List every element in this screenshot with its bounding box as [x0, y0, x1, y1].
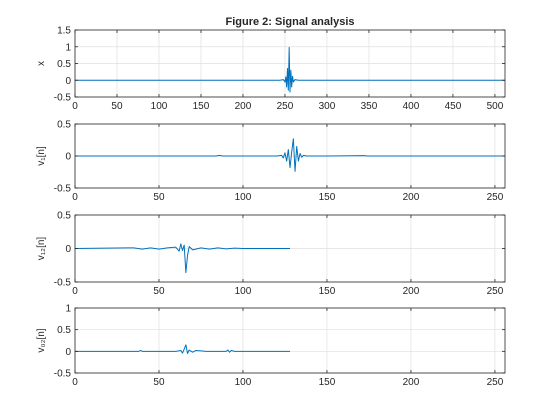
y-tick-label: -0.5	[54, 93, 72, 104]
y-tick-label: 0.5	[57, 120, 71, 131]
x-tick-label: 500	[487, 101, 504, 112]
x-tick-label: 100	[235, 377, 252, 388]
y-tick-label: 0.5	[57, 59, 71, 70]
x-tick-label: 150	[319, 192, 336, 203]
series-line	[75, 344, 290, 354]
x-tick-label: 100	[235, 192, 252, 203]
x-tick-label: 250	[487, 377, 504, 388]
y-axis-label: v₁₂[n]	[36, 237, 47, 261]
series-line	[74, 243, 290, 274]
x-tick-label: 250	[487, 192, 504, 203]
x-tick-label: 150	[193, 101, 210, 112]
y-tick-label: -0.5	[54, 369, 72, 380]
figure-title: Figure 2: Signal analysis	[226, 16, 355, 28]
x-tick-label: 300	[319, 101, 336, 112]
y-tick-label: 1.5	[57, 26, 71, 37]
x-tick-label: 450	[445, 101, 462, 112]
x-tick-label: 0	[72, 101, 78, 112]
y-tick-label: 0.5	[57, 211, 71, 222]
y-tick-label: 0.5	[57, 325, 71, 336]
x-tick-label: 200	[235, 101, 252, 112]
x-tick-label: 250	[277, 101, 294, 112]
plot-area	[75, 308, 505, 373]
y-tick-label: 0	[65, 76, 71, 87]
x-tick-label: 200	[403, 286, 420, 297]
y-tick-label: -0.5	[54, 184, 72, 195]
y-axis-label: v₁[n]	[36, 146, 47, 166]
x-tick-label: 150	[319, 286, 336, 297]
subplot-1: 0 50 100 150 200 250 300 350 400 450 500-0.500.511…	[36, 26, 506, 112]
y-tick-label: 0	[65, 347, 71, 358]
x-tick-label: 50	[153, 286, 165, 297]
x-tick-label: 50	[153, 377, 165, 388]
y-tick-label: 1	[65, 304, 71, 315]
y-tick-label: -0.5	[54, 278, 72, 289]
axes-box	[74, 307, 506, 374]
y-tick-label: 0	[65, 244, 71, 255]
x-tick-label: 0	[72, 286, 78, 297]
x-tick-label: 200	[403, 192, 420, 203]
x-tick-label: 150	[319, 377, 336, 388]
x-tick-label: 50	[153, 192, 165, 203]
x-tick-label: 350	[361, 101, 378, 112]
x-tick-label: 200	[403, 377, 420, 388]
series-line	[75, 138, 505, 172]
y-tick-label: 0	[65, 152, 71, 163]
x-tick-label: 400	[403, 101, 420, 112]
y-tick-label: 1	[65, 42, 71, 53]
x-tick-label: 50	[111, 101, 123, 112]
x-tick-label: 0	[72, 192, 78, 203]
x-tick-label: 0	[72, 377, 78, 388]
subplot-2: 0 50 100 150 200 250-0.500.5v₁[n]	[36, 120, 506, 203]
x-tick-label: 100	[235, 286, 252, 297]
series-line	[75, 46, 505, 93]
x-tick-label: 250	[487, 286, 504, 297]
y-axis-label: x	[36, 61, 47, 66]
y-axis-label: v₀₂[n]	[36, 328, 47, 352]
x-tick-label: 100	[151, 101, 168, 112]
